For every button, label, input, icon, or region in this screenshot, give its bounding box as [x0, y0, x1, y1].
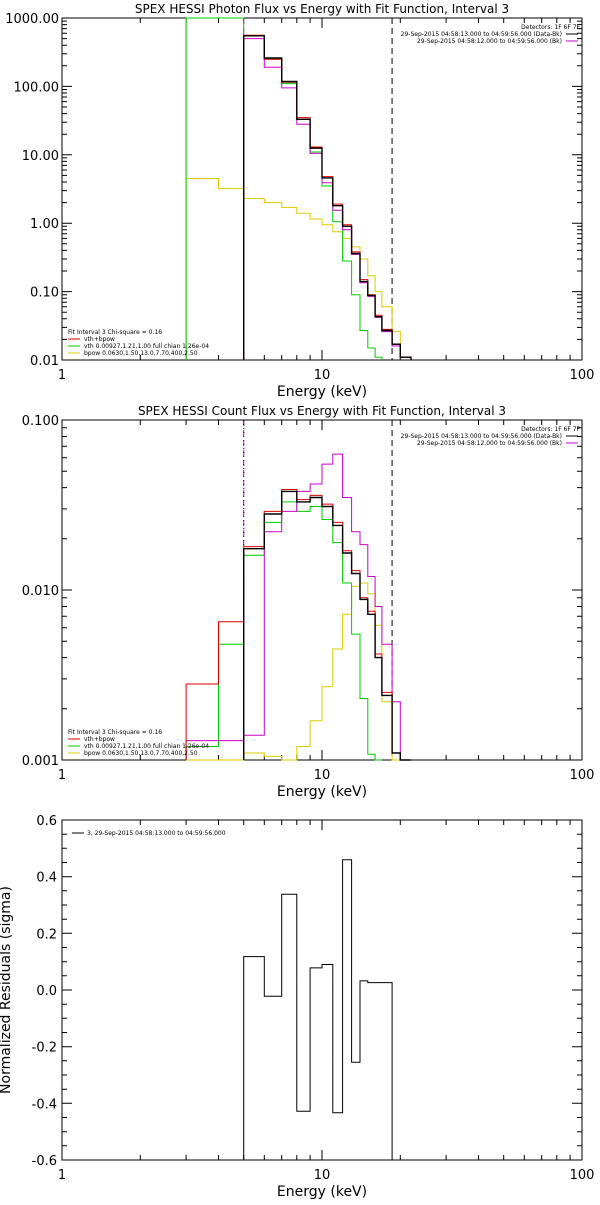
x-axis-label-0: Energy (keV) — [277, 384, 367, 400]
x-tick-label: 10 — [314, 1168, 331, 1183]
x-axis-ticks-2 — [61, 820, 583, 1160]
x-tick-label: 100 — [570, 1168, 595, 1183]
x-tick-label: 10 — [314, 368, 331, 383]
data-series — [243, 490, 411, 761]
y-tick-label: -0.6 — [32, 1154, 57, 1169]
plot-frame-2 — [61, 819, 583, 1161]
data-series — [243, 35, 412, 360]
y-tick-label: 0.0 — [36, 984, 57, 999]
y-tick-label: 0.10 — [30, 286, 59, 301]
y-tick-label: 10.00 — [22, 149, 59, 164]
bk-time-label: 29-Sep-2015 04:58:12.000 to 04:59:56.000… — [417, 38, 562, 45]
legend-entry: vth 0.00927,1.21,1.00 full chian 1.26e-0… — [84, 343, 209, 350]
y-axis-ticks-2 — [62, 819, 582, 1161]
y-tick-label: 0.010 — [22, 584, 59, 599]
total-fit-series — [243, 34, 412, 360]
x-axis-ticks-0 — [61, 18, 583, 360]
legend-title: Fit Interval 3 Chi-square = 0.16 — [68, 729, 162, 736]
x-tick-label: 100 — [570, 368, 595, 383]
legend-entry: 3, 29-Sep-2015 04:58:13.000 to 04:59:56.… — [87, 830, 226, 837]
y-tick-label: 0.6 — [36, 814, 57, 829]
y-tick-label: 0.4 — [36, 871, 57, 886]
vth-series — [185, 501, 382, 761]
total-fit-series — [185, 489, 411, 761]
legend-entry: bpow 0.0630,1.50,13.0,7.70,400,2.50 — [84, 350, 198, 357]
plot-frame-0 — [61, 17, 583, 361]
y-tick-label: -0.4 — [32, 1097, 57, 1112]
y-tick-label: 0.100 — [22, 414, 59, 429]
vth-series — [185, 17, 383, 360]
legend-entry: vth+bpow — [84, 336, 115, 343]
y-tick-label: 1.00 — [30, 217, 59, 232]
legend-title: Fit Interval 3 Chi-square = 0.16 — [68, 329, 162, 336]
x-tick-label: 1 — [58, 768, 66, 783]
y-tick-label: 1000.00 — [5, 12, 59, 27]
bk-series — [185, 453, 411, 761]
legend-entry: vth 0.00927,1.21,1.00 full chian 1.26e-0… — [84, 743, 209, 750]
x-axis-label-1: Energy (keV) — [277, 784, 367, 800]
y-tick-label: 0.001 — [22, 754, 59, 769]
bpow-series — [186, 582, 411, 761]
y-tick-label: 0.01 — [30, 354, 59, 369]
data-time-label: 29-Sep-2015 04:58:13.000 to 04:59:56.000… — [401, 31, 562, 38]
chart-title-0: SPEX HESSI Photon Flux vs Energy with Fi… — [135, 2, 509, 16]
residuals-series — [243, 859, 393, 1160]
detectors-label: Detectors: 1F 6F 7F — [521, 426, 580, 433]
x-tick-label: 1 — [58, 368, 66, 383]
y-axis-label-2: Normalized Residuals (sigma) — [0, 886, 14, 1094]
detectors-label: Detectors: 1F 6F 7F — [521, 24, 580, 31]
y-axis-ticks-0 — [62, 17, 582, 361]
x-axis-label-2: Energy (keV) — [277, 1184, 367, 1200]
x-tick-label: 100 — [570, 768, 595, 783]
y-axis-ticks-1 — [62, 419, 582, 761]
y-tick-label: 100.00 — [14, 80, 60, 95]
x-tick-label: 1 — [58, 1168, 66, 1183]
legend-entry: bpow 0.0630,1.50,13.0,7.70,400,2.50 — [84, 750, 198, 757]
chart-title-1: SPEX HESSI Count Flux vs Energy with Fit… — [138, 404, 506, 418]
bpow-series — [185, 178, 412, 360]
y-tick-label: -0.2 — [32, 1041, 57, 1056]
data-time-label: 29-Sep-2015 04:58:13.000 to 04:59:56.000… — [401, 433, 562, 440]
y-tick-label: 0.2 — [36, 927, 57, 942]
bk-time-label: 29-Sep-2015 04:58:12.000 to 04:59:56.000… — [417, 440, 562, 447]
legend-entry: vth+bpow — [84, 736, 115, 743]
bk-series — [243, 38, 412, 360]
x-tick-label: 10 — [314, 768, 331, 783]
